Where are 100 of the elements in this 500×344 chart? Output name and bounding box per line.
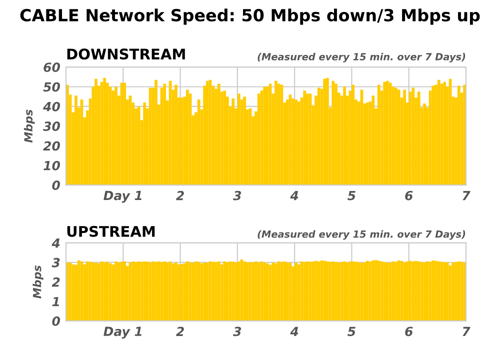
bar [183,263,186,321]
bar [172,263,175,321]
bar [397,90,400,186]
x-tick-label: 6 [405,190,413,200]
x-tick-label: 4 [290,191,298,200]
y-tick-label: 20 [43,141,60,151]
bar [423,103,426,186]
bar [277,84,280,186]
bar [457,261,460,321]
y-tick-label: 0 [52,316,60,326]
bar [152,261,155,321]
bar [397,260,400,321]
x-tick-label: 6 [405,326,413,336]
x-tick-label: Day 1 [104,326,142,339]
x-tick-label: 5 [348,191,356,200]
bar [326,261,329,321]
bar [317,261,320,321]
bar [237,94,240,186]
chart-title: DOWNSTREAM [67,48,185,60]
bar [217,261,220,321]
bar [232,262,235,321]
chart-subtitle: (Measured every 15 min. over 7 Days) [258,52,466,62]
bar [266,263,269,321]
bar [77,260,80,321]
bar [443,262,446,321]
bar [346,262,349,321]
y-tick-label: 60 [44,62,60,72]
bar [366,260,369,321]
bar [334,262,338,321]
bar [377,260,380,321]
bar [417,92,420,186]
bar [263,86,266,186]
bar [254,261,258,321]
bar [197,262,200,321]
bar [214,262,218,321]
bar [94,262,98,321]
bar [126,266,129,321]
bar [157,261,160,321]
bar [412,88,415,186]
bar [432,260,435,321]
bar [283,261,286,321]
bar [154,262,158,321]
bar [312,261,315,321]
bar [303,90,306,186]
bar [357,262,360,321]
bar [177,264,180,321]
y-tick-label: 30 [43,122,60,132]
bar [83,264,86,321]
bar [217,84,220,186]
y-tick-label: 50 [43,82,60,92]
bar [297,101,300,186]
bar [163,261,166,321]
bar [143,261,146,321]
bar [237,261,240,321]
bar [352,84,355,186]
bar [226,262,229,321]
y-tick-label: 10 [44,160,60,170]
bar [72,264,75,321]
bar [137,106,140,186]
bar [343,86,346,186]
x-tick-label: 2 [176,190,184,200]
bar [306,261,309,321]
bar [143,102,146,186]
bar [272,262,275,321]
bar [303,262,306,321]
bar [186,90,189,186]
y-tick-label: 4 [52,238,60,248]
x-tick-label: 5 [348,326,356,336]
bar [174,262,178,321]
x-tick-label: Day 1 [104,190,142,203]
x-tick-label: 3 [233,190,242,200]
y-tick-label: 2 [52,277,60,287]
bar [392,261,395,321]
bar [314,260,318,321]
bar [306,94,309,186]
bar [112,90,115,186]
x-tick-label: 4 [290,326,298,336]
bar [403,262,406,321]
bar [332,80,335,186]
y-tick-label: 40 [43,102,60,112]
bar [323,260,326,321]
bar [274,263,278,321]
bar [292,98,295,186]
bar [297,264,300,321]
bar [203,262,206,321]
bar [232,98,235,186]
bar [437,261,440,321]
bar [123,261,126,321]
bar [223,261,226,321]
bar [423,262,426,321]
x-tick-label: 3 [233,326,242,336]
bar [74,264,78,321]
bar [194,261,198,321]
bar [412,261,415,321]
bar [386,80,389,186]
bar [437,80,440,186]
bar [223,90,226,186]
bar [243,96,246,186]
bar [426,261,429,321]
bar [374,260,378,321]
